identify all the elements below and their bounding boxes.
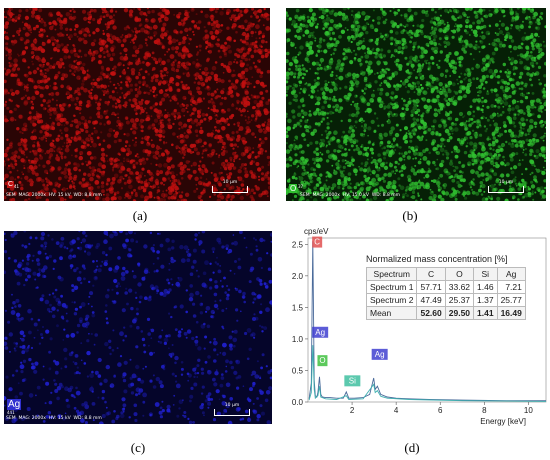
spectrum-series-2 [308,345,547,402]
table-cell: 1.41 [473,306,498,320]
table-header: Ag [496,267,526,281]
x-axis-label: Energy [keV] [480,417,526,426]
eds-spectrum-chart: 0.0 0.5 1.0 1.5 2.0 2.5 2 4 6 8 10 cps/eV Energy [ke… [292,227,547,426]
table-cell: 1.46 [473,280,498,294]
sem-metadata: SEM MAG: 2000x HV: 15 kV WD: 8.8 mm [6,416,102,421]
y-tick-label: 2.0 [292,272,304,281]
eds-spectrum-panel: 0.0 0.5 1.0 1.5 2.0 2.5 2 4 6 8 10 cps/eV Energy [ke… [278,224,548,432]
table-header: Si [473,267,498,281]
concentration-data: Spectrum C O Si Ag Spectrum 1 57.71 33.62 1.46 7… [365,267,526,320]
map-carbon-texture [4,8,270,201]
y-axis-label: cps/eV [304,227,329,236]
sem-metadata: SEM MAG: 2000x HV: 15.0 kV WD: 8.8 mm [300,193,401,198]
table-row: Mean 52.60 29.50 1.41 16.49 [365,306,526,320]
element-count: 41 [14,184,20,189]
x-tick-label: 8 [482,406,487,415]
map-silver-texture [4,231,272,424]
table-cell: Mean [365,306,418,320]
texture-dots [4,231,272,424]
peak-label-c: C [312,236,323,248]
table-header: Spectrum [365,267,418,281]
plot-frame [307,237,547,403]
sem-metadata: SEM MAG: 2000x HV: 15 kV WD: 8.8 mm [6,193,102,198]
y-tick-label: 1.5 [292,303,304,312]
x-tick-label: 4 [394,406,399,415]
scale-bar: 10 μm [212,180,248,193]
table-title: Normalized mass concentration [%] [366,254,508,264]
table-cell: 33.62 [444,280,475,294]
table-cell: 25.37 [444,293,475,307]
element-label-oxygen: O [289,184,298,193]
element-count: 37 [298,184,304,189]
x-tick-label: 10 [524,406,533,415]
panel-caption-d: (d) [404,440,420,455]
table-cell: 52.60 [416,306,446,320]
panel-caption-c: (c) [130,440,146,455]
peak-label-ag: Ag [312,326,329,338]
table-cell: Spectrum 1 [365,280,418,294]
y-tick-label: 0.0 [292,398,304,407]
table-cell: 1.37 [473,293,498,307]
panel-caption-a: (a) [132,208,148,223]
map-silver: Ag 441 SEM MAG: 2000x HV: 15 kV WD: 8.8 … [4,231,272,424]
table-cell: Spectrum 2 [365,293,418,307]
panel-caption-b: (b) [402,208,418,223]
element-count: 441 [7,410,15,415]
table-row: Spectrum 2 47.49 25.37 1.37 25.77 [365,293,526,307]
scale-bar: 10 μm [488,180,524,193]
texture-dots [4,8,270,201]
scale-bar: 10 μm [214,403,250,416]
peak-label-ag: Ag [371,348,388,360]
table-cell: 57.71 [416,280,446,294]
element-label-silver: Ag [7,399,22,410]
table-cell: 25.77 [496,293,526,307]
peak-label-o: O [317,355,328,367]
table-cell: 7.21 [496,280,526,294]
table-cell: 47.49 [416,293,446,307]
table-header: O [444,267,475,281]
x-tick-label: 2 [350,406,355,415]
x-tick-label: 6 [438,406,443,415]
table-row: Spectrum 1 57.71 33.62 1.46 7.21 [365,280,526,294]
table-cell: 16.49 [496,306,526,320]
y-tick-label: 2.5 [292,240,304,249]
y-tick-label: 0.5 [292,366,304,375]
map-oxygen-texture [286,8,546,201]
map-oxygen: O 37 SEM MAG: 2000x HV: 15.0 kV WD: 8.8 … [286,8,546,201]
peak-label-si: Si [344,375,361,387]
element-label-carbon: C [7,181,15,188]
map-carbon: C 41 SEM MAG: 2000x HV: 15 kV WD: 8.8 mm… [4,8,270,201]
table-header: C [416,267,446,281]
concentration-table: Normalized mass concentration [%] Spectr… [365,254,538,320]
texture-dots [286,8,546,201]
table-cell: 29.50 [444,306,475,320]
y-tick-label: 1.0 [292,335,304,344]
